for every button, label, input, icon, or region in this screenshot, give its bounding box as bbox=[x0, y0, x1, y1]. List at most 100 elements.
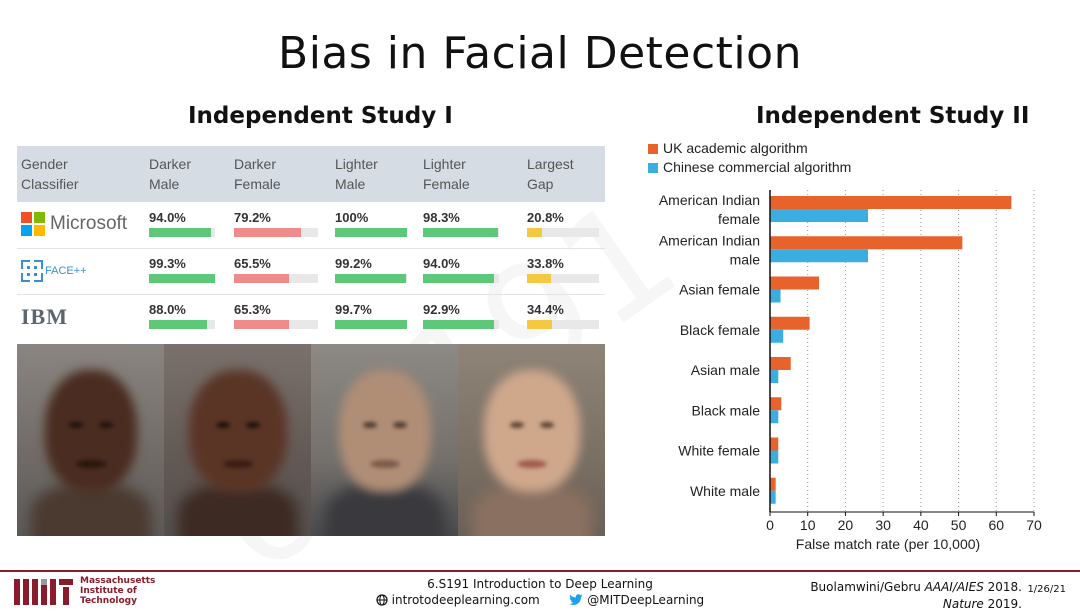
twitter-handle[interactable]: @MITDeepLearning bbox=[587, 593, 705, 607]
bar-uk bbox=[770, 357, 791, 370]
x-tick-label: 70 bbox=[1026, 517, 1042, 533]
accuracy-bar bbox=[234, 228, 318, 237]
accuracy-value: 92.9% bbox=[423, 302, 460, 317]
accuracy-cell: 88.0% bbox=[149, 302, 229, 329]
accuracy-bar-fill bbox=[423, 228, 498, 237]
accuracy-bar-fill bbox=[423, 274, 495, 283]
x-tick-label: 40 bbox=[913, 517, 929, 533]
bar-uk bbox=[770, 397, 782, 411]
header-largest-gap: Largest Gap bbox=[527, 156, 574, 192]
accuracy-value: 99.7% bbox=[335, 302, 372, 317]
microsoft-logo: Microsoft bbox=[21, 212, 127, 236]
category-label: male bbox=[730, 251, 761, 267]
classifier-name: IBM bbox=[21, 304, 68, 329]
accuracy-cell: 34.4% bbox=[527, 302, 607, 329]
accuracy-bar bbox=[423, 274, 499, 283]
x-tick-label: 10 bbox=[800, 517, 816, 533]
accuracy-bar bbox=[335, 274, 407, 283]
classifier-name: Microsoft bbox=[50, 213, 128, 234]
table-row: Microsoft 94.0% 79.2% 100% 98.3% 20.8% bbox=[17, 202, 605, 249]
face-plus-plus-icon bbox=[21, 260, 43, 282]
accuracy-value: 94.0% bbox=[423, 256, 460, 271]
category-label: American Indian bbox=[659, 232, 760, 248]
legend-label: UK academic algorithm bbox=[663, 140, 808, 156]
accuracy-cell: 20.8% bbox=[527, 210, 607, 237]
accuracy-cell: 99.2% bbox=[335, 256, 415, 283]
legend-item-uk: UK academic algorithm bbox=[648, 140, 808, 156]
bar-uk bbox=[770, 196, 1012, 209]
accuracy-cell: 100% bbox=[335, 210, 415, 237]
x-tick-label: 0 bbox=[766, 517, 774, 533]
bar-chinese bbox=[770, 289, 781, 303]
twitter-icon bbox=[569, 594, 583, 609]
table-row: IBM 88.0% 65.3% 99.7% 92.9% 34.4% bbox=[17, 294, 605, 340]
bar-chinese bbox=[770, 410, 779, 424]
accuracy-bar bbox=[149, 228, 215, 237]
accuracy-value: 98.3% bbox=[423, 210, 460, 225]
slide-title: Bias in Facial Detection bbox=[278, 28, 802, 79]
category-label: White female bbox=[678, 443, 760, 459]
category-label: White male bbox=[690, 483, 760, 499]
classifier-name: FACE++ bbox=[45, 265, 87, 277]
footer-divider bbox=[0, 570, 1080, 572]
x-axis-label: False match rate (per 10,000) bbox=[796, 536, 980, 552]
bar-chinese bbox=[770, 209, 869, 222]
accuracy-cell: 65.3% bbox=[234, 302, 318, 329]
bar-uk bbox=[770, 437, 779, 451]
accuracy-bar bbox=[527, 274, 599, 283]
average-faces-image bbox=[17, 344, 605, 536]
accuracy-value: 79.2% bbox=[234, 210, 271, 225]
study1-title: Independent Study I bbox=[188, 103, 453, 129]
accuracy-value: 100% bbox=[335, 210, 369, 225]
table-header: Gender Classifier Darker Male Darker Female… bbox=[17, 146, 605, 202]
legend-swatch-orange bbox=[648, 144, 658, 154]
lighter-female-face bbox=[458, 344, 605, 536]
x-tick-label: 60 bbox=[988, 517, 1004, 533]
accuracy-bar bbox=[423, 320, 499, 329]
bar-chinese bbox=[770, 249, 869, 263]
category-label: female bbox=[718, 211, 760, 227]
slide-date: 1/26/21 bbox=[1027, 584, 1066, 595]
accuracy-bar-fill bbox=[527, 274, 552, 283]
accuracy-cell: 94.0% bbox=[149, 210, 229, 237]
bar-uk bbox=[770, 276, 820, 290]
accuracy-bar bbox=[423, 228, 499, 237]
x-tick-label: 50 bbox=[951, 517, 967, 533]
category-label: Black male bbox=[692, 402, 761, 418]
footer-links: introtodeeplearning.com @MITDeepLearning bbox=[0, 593, 1080, 609]
study2-title: Independent Study II bbox=[756, 103, 1030, 129]
globe-icon bbox=[376, 594, 388, 609]
x-tick-label: 20 bbox=[838, 517, 854, 533]
header-classifier: Gender Classifier bbox=[21, 156, 79, 192]
lighter-male-face bbox=[311, 344, 458, 536]
category-label: Asian female bbox=[679, 282, 760, 298]
accuracy-cell: 94.0% bbox=[423, 256, 503, 283]
mit-logo bbox=[14, 577, 74, 611]
accuracy-cell: 98.3% bbox=[423, 210, 503, 237]
accuracy-cell: 99.7% bbox=[335, 302, 415, 329]
accuracy-bar bbox=[527, 320, 599, 329]
table-row: FACE++ 99.3% 65.5% 99.2% 94.0% 33.8% bbox=[17, 248, 605, 295]
accuracy-cell: 79.2% bbox=[234, 210, 318, 237]
bar-uk bbox=[770, 477, 776, 491]
accuracy-value: 20.8% bbox=[527, 210, 564, 225]
microsoft-icon bbox=[21, 212, 45, 236]
header-lighter-male: Lighter Male bbox=[335, 156, 378, 192]
accuracy-bar bbox=[149, 274, 215, 283]
accuracy-cell: 99.3% bbox=[149, 256, 229, 283]
accuracy-bar-fill bbox=[527, 228, 542, 237]
accuracy-bar bbox=[234, 274, 318, 283]
category-label: Asian male bbox=[691, 362, 760, 378]
faceplusplus-logo: FACE++ bbox=[21, 260, 87, 282]
accuracy-bar-fill bbox=[234, 274, 289, 283]
header-lighter-female: Lighter Female bbox=[423, 156, 470, 192]
legend-swatch-blue bbox=[648, 163, 658, 173]
accuracy-value: 99.2% bbox=[335, 256, 372, 271]
accuracy-bar-fill bbox=[335, 228, 407, 237]
x-tick-label: 30 bbox=[875, 517, 891, 533]
accuracy-bar bbox=[335, 228, 407, 237]
accuracy-cell: 33.8% bbox=[527, 256, 607, 283]
website-link[interactable]: introtodeeplearning.com bbox=[391, 593, 540, 607]
darker-female-face bbox=[164, 344, 311, 536]
bar-chinese bbox=[770, 329, 784, 343]
